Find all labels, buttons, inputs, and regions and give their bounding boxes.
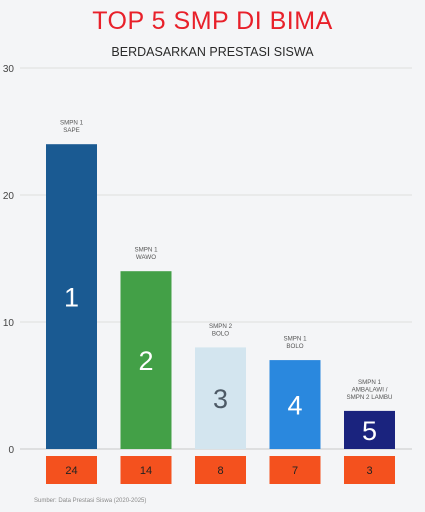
y-tick-label: 0 — [8, 445, 14, 456]
value-box — [269, 456, 321, 484]
value-label: 14 — [140, 465, 152, 477]
bar — [269, 360, 321, 449]
value-label: 3 — [366, 465, 372, 477]
category-label: SMPN 1 — [60, 120, 84, 127]
value-box — [195, 456, 246, 484]
category-label: SMPN 1 — [283, 336, 307, 343]
y-tick-label: 30 — [3, 64, 15, 75]
chart-subtitle: BERDASARKAN PRESTASI SISWA — [111, 45, 314, 59]
source-note: Sumber: Data Prestasi Siswa (2020-2025) — [34, 498, 147, 504]
bar — [344, 410, 395, 449]
category-label: BOLO — [286, 343, 303, 350]
value-label: 8 — [217, 465, 223, 477]
category-label: SMPN 2 LAMBU — [346, 394, 392, 401]
y-tick-label: 20 — [3, 191, 15, 202]
bar-rank-label: 5 — [362, 416, 377, 446]
value-label: 24 — [65, 465, 77, 477]
bar — [46, 144, 97, 449]
bar-rank-label: 3 — [213, 384, 228, 414]
category-label: SAPE — [63, 127, 80, 134]
category-label: BOLO — [212, 330, 229, 337]
bar — [195, 347, 246, 449]
value-box — [46, 456, 97, 484]
category-label: SMPN 1 — [358, 379, 382, 386]
chart-title: TOP 5 SMP DI BIMA — [92, 7, 333, 35]
bar-rank-label: 2 — [138, 346, 153, 376]
category-label: SMPN 1 — [134, 247, 158, 254]
value-box — [344, 456, 395, 484]
y-tick-label: 10 — [3, 318, 15, 329]
value-label: 7 — [292, 465, 298, 477]
value-box — [120, 456, 172, 484]
category-label: AMBALAWI / — [352, 386, 388, 393]
bar-rank-label: 4 — [287, 391, 302, 421]
bar — [120, 271, 172, 449]
category-label: WAWO — [136, 254, 156, 261]
bar-rank-label: 1 — [64, 283, 79, 313]
category-label: SMPN 2 — [209, 323, 233, 330]
